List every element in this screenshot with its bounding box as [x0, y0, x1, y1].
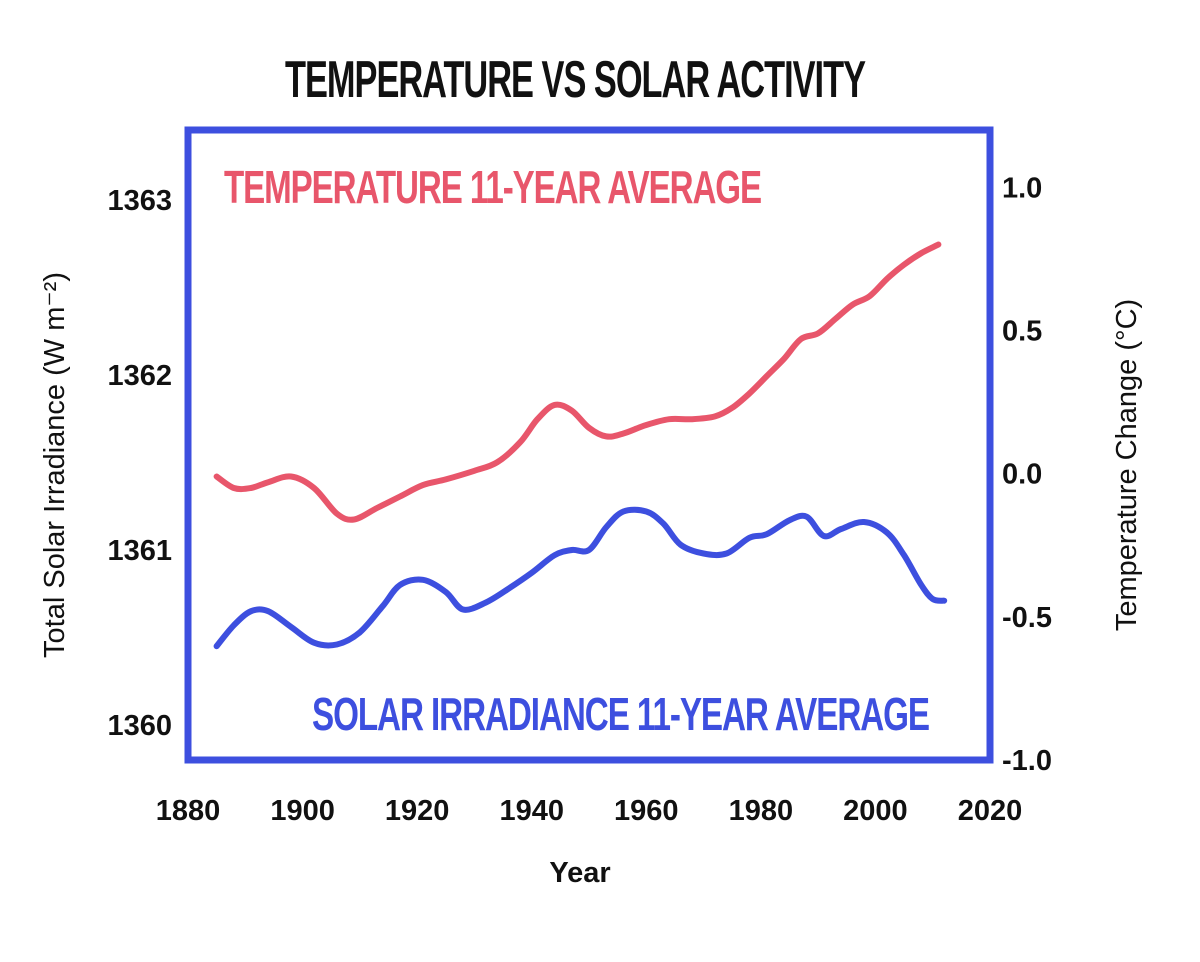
x-tick-label: 1940 [499, 795, 564, 827]
right-tick-label: 0.5 [1002, 315, 1042, 347]
x-tick-label: 2020 [958, 795, 1023, 827]
chart-title: TEMPERATURE VS SOLAR ACTIVITY [285, 51, 866, 109]
left-axis-ticks: 1360 1361 1362 1363 [107, 185, 172, 742]
solar-irradiance-line [213, 506, 948, 650]
temperature-series-label: TEMPERATURE 11-YEAR AVERAGE [224, 161, 761, 213]
right-tick-label: -1.0 [1002, 745, 1052, 777]
solar-series-label: SOLAR IRRADIANCE 11-YEAR AVERAGE [312, 688, 929, 740]
right-tick-label: 1.0 [1002, 172, 1042, 204]
right-axis-ticks: -1.0 -0.5 0.0 0.5 1.0 [1002, 172, 1052, 777]
x-tick-label: 1920 [385, 795, 450, 827]
temperature-line [213, 241, 942, 523]
right-tick-label: -0.5 [1002, 602, 1052, 634]
x-tick-label: 1880 [156, 795, 221, 827]
right-axis-title: Temperature Change (°C) [1111, 299, 1143, 631]
left-tick-label: 1363 [107, 185, 172, 217]
left-tick-label: 1360 [107, 710, 172, 742]
left-tick-label: 1361 [107, 535, 172, 567]
x-tick-label: 1960 [614, 795, 679, 827]
x-axis-ticks: 1880 1900 1920 1940 1960 1980 2000 2020 [156, 795, 1023, 827]
x-tick-label: 1980 [729, 795, 794, 827]
x-axis-title: Year [549, 857, 610, 889]
x-tick-label: 2000 [843, 795, 908, 827]
plot-frame [184, 126, 994, 764]
left-axis-title: Total Solar Irradiance (W m⁻²) [39, 272, 71, 658]
left-tick-label: 1362 [107, 360, 172, 392]
x-tick-label: 1900 [270, 795, 335, 827]
right-tick-label: 0.0 [1002, 459, 1042, 491]
